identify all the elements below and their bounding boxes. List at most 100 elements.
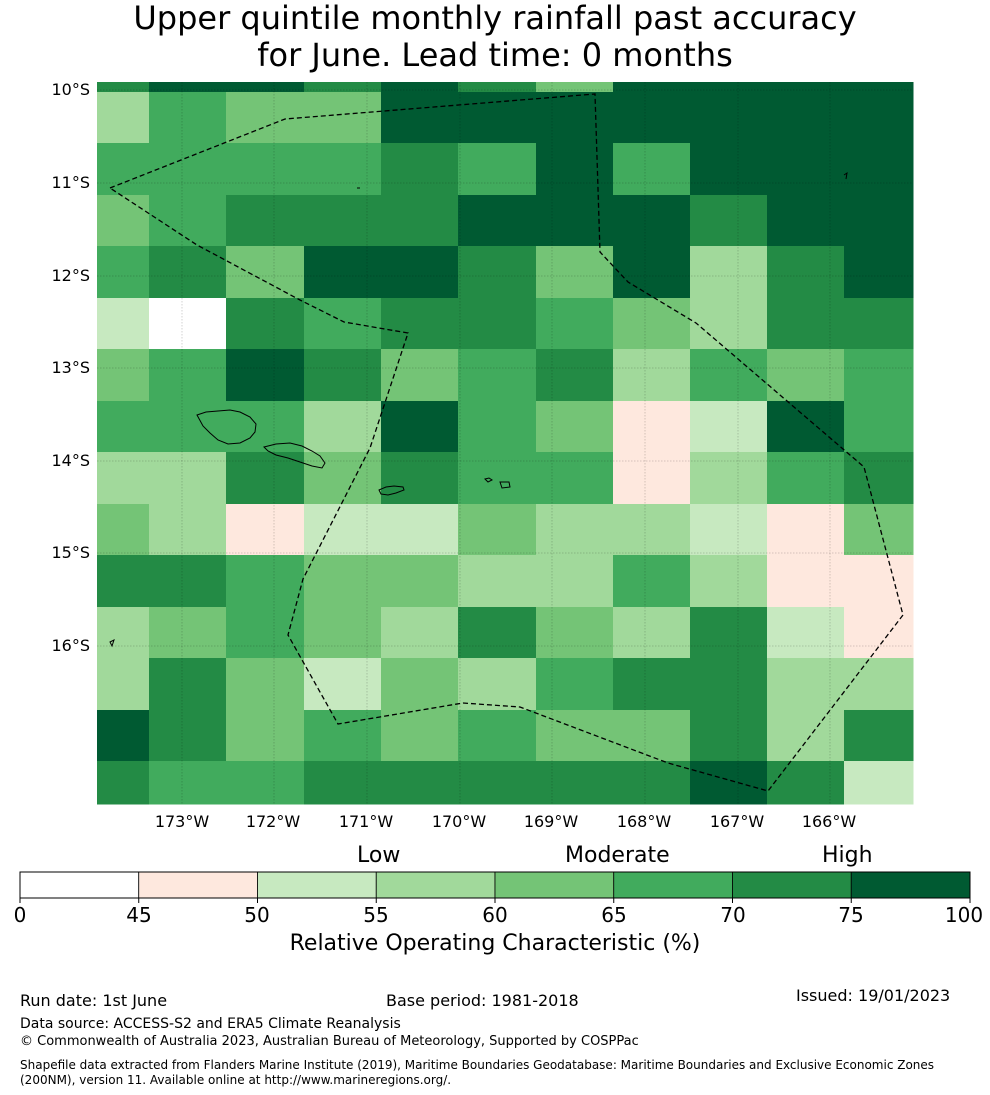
- grid-cell: [304, 92, 382, 144]
- grid-cell: [304, 298, 382, 350]
- grid-cell: [613, 143, 691, 196]
- grid-cell: [690, 658, 768, 711]
- grid-cell: [458, 298, 537, 350]
- grid-cell: [381, 92, 459, 144]
- grid-cell: [536, 298, 614, 350]
- grid-cell: [226, 143, 305, 196]
- grid-cell: [767, 658, 845, 711]
- grid-cell: [226, 504, 305, 556]
- grid-cell: [304, 143, 382, 196]
- grid-cell: [226, 555, 305, 608]
- run-date: Run date: 1st June: [20, 991, 168, 1010]
- grid-cell: [613, 555, 691, 608]
- grid-cell: [97, 504, 150, 556]
- lon-label-166w: 166°W: [801, 812, 857, 831]
- grid-cell: [844, 761, 914, 805]
- grid-cell: [97, 452, 150, 505]
- grid-cell: [149, 658, 227, 711]
- grid-cell: [767, 452, 845, 505]
- grid-cell: [149, 143, 227, 196]
- grid-cell: [226, 195, 305, 247]
- grid-cell: [381, 82, 459, 93]
- grid-cell: [844, 92, 914, 144]
- island-north-2: [843, 171, 848, 180]
- colorbar-segment: [613, 871, 733, 899]
- grid-cell: [767, 607, 845, 659]
- grid-cell: [690, 143, 768, 196]
- grid-cell: [690, 401, 768, 453]
- colorbar: [19, 871, 971, 903]
- grid-cell: [613, 658, 691, 711]
- grid-cell: [613, 607, 691, 659]
- grid-cell: [536, 452, 614, 505]
- tick-label: 0: [13, 903, 27, 927]
- lon-label-167w: 167°W: [709, 812, 765, 831]
- grid-cell: [226, 246, 305, 299]
- grid-cell: [304, 246, 382, 299]
- grid-cell: [844, 298, 914, 350]
- grid-cell: [536, 658, 614, 711]
- grid-cell: [97, 658, 150, 711]
- grid-cell: [304, 452, 382, 505]
- tick-label: 55: [363, 903, 389, 927]
- grid-cell: [690, 761, 768, 805]
- grid-cell: [536, 555, 614, 608]
- grid-cell: [458, 143, 537, 196]
- shapefile-credit: Shapefile data extracted from Flanders M…: [20, 1058, 935, 1087]
- grid-cell: [149, 298, 227, 350]
- grid-cell: [613, 401, 691, 453]
- grid-cell: [458, 401, 537, 453]
- colorbar-frame: [19, 871, 971, 899]
- grid-cell: [149, 761, 227, 805]
- grid-cell: [226, 452, 305, 505]
- grid-cell: [226, 82, 305, 93]
- grid-cell: [536, 92, 614, 144]
- colorbar-segment: [257, 871, 377, 899]
- grid-cell: [381, 607, 459, 659]
- lon-label-169w: 169°W: [523, 812, 579, 831]
- grid-cell: [381, 710, 459, 762]
- grid-cell: [767, 401, 845, 453]
- grid-cell: [458, 82, 537, 93]
- grid-cell: [381, 658, 459, 711]
- grid-cell: [304, 761, 382, 805]
- grid-cell: [690, 82, 768, 93]
- grid-cell: [536, 246, 614, 299]
- tick-label: 70: [720, 903, 746, 927]
- grid-cell: [381, 246, 459, 299]
- grid-cell: [97, 710, 150, 762]
- grid-cell: [149, 401, 227, 453]
- lat-label-16s: 16°S: [51, 636, 90, 655]
- grid-cell: [226, 349, 305, 402]
- grid-cell: [458, 658, 537, 711]
- grid-cell: [690, 349, 768, 402]
- grid-cell: [767, 504, 845, 556]
- grid-cell: [844, 401, 914, 453]
- grid-cell: [844, 143, 914, 196]
- grid-cell: [381, 401, 459, 453]
- grid-cell: [690, 710, 768, 762]
- island-tutuila: [378, 485, 405, 496]
- grid-cell: [613, 92, 691, 144]
- issued-date: Issued: 19/01/2023: [796, 986, 951, 1005]
- grid-cell: [690, 246, 768, 299]
- category-moderate: Moderate: [565, 843, 670, 868]
- grid-cell: [226, 658, 305, 711]
- grid-cell: [149, 82, 227, 93]
- grid-cell: [536, 82, 614, 93]
- grid-cell: [690, 92, 768, 144]
- grid-cell: [767, 92, 845, 144]
- grid-cell: [767, 349, 845, 402]
- grid-cell: [767, 246, 845, 299]
- grid-cell: [381, 504, 459, 556]
- grid-cell: [304, 504, 382, 556]
- grid-cell: [381, 143, 459, 196]
- grid-cell: [149, 555, 227, 608]
- lon-label-171w: 171°W: [338, 812, 394, 831]
- grid-cell: [381, 761, 459, 805]
- tick-label: 60: [482, 903, 508, 927]
- grid-cell: [767, 298, 845, 350]
- grid-cell: [844, 195, 914, 247]
- lat-label-15s: 15°S: [51, 543, 90, 562]
